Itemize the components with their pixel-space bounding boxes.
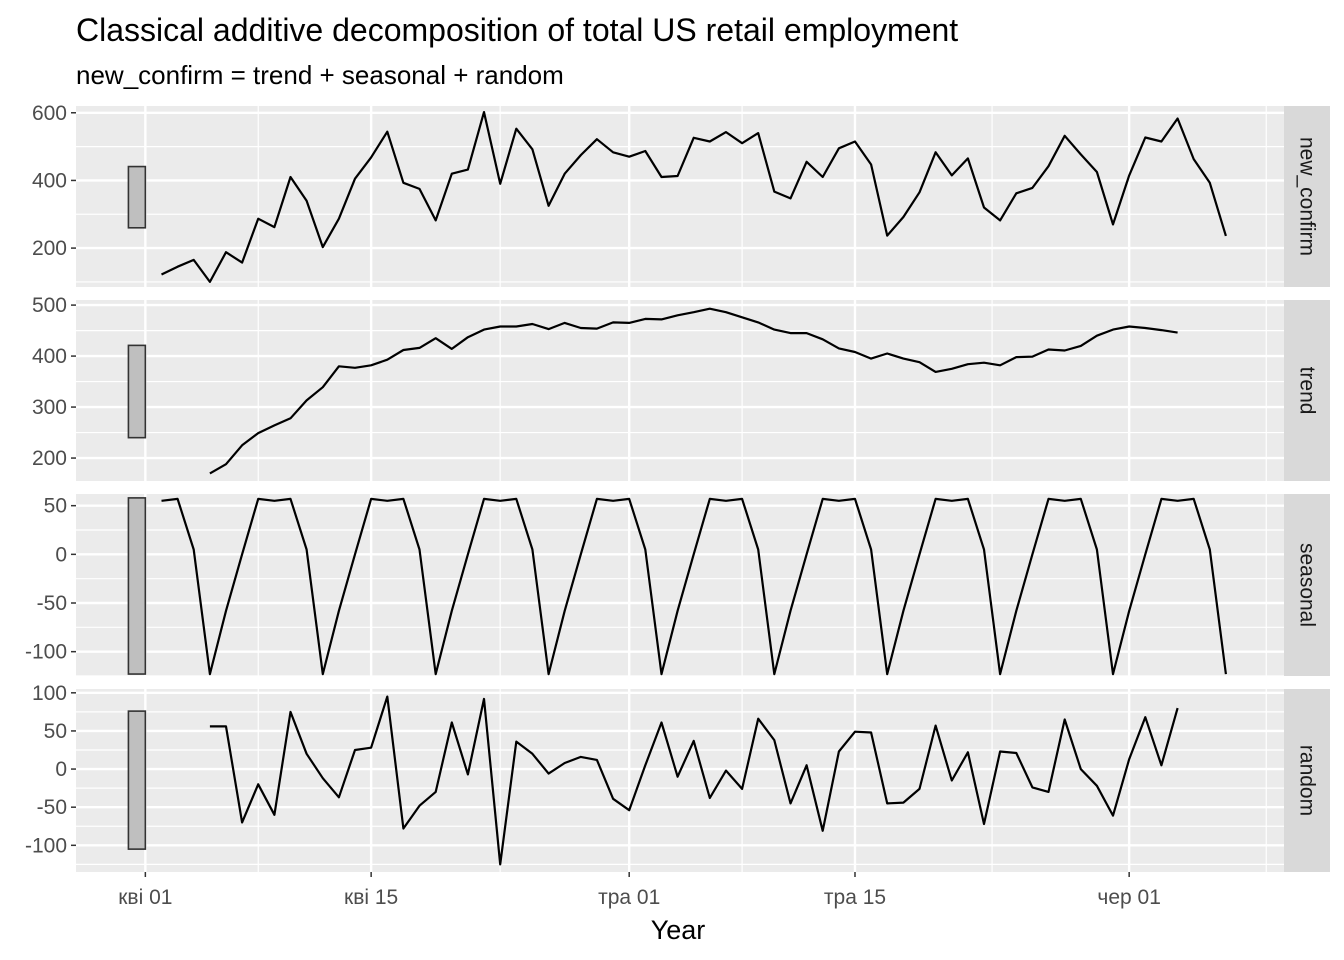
strip-background: [1284, 689, 1330, 872]
panel-new_confirm: 200 400 600 new_confirm: [32, 102, 1330, 287]
y-tick-label: 0: [55, 543, 67, 566]
strip-label-trend: trend: [1296, 367, 1319, 415]
panel-background: [76, 494, 1284, 676]
scale-bar: [127, 710, 147, 850]
minor-grid: [76, 494, 1284, 677]
panel-background: [76, 300, 1284, 481]
x-tick-label: кві 01: [118, 886, 172, 909]
y-tick-label: 50: [44, 495, 67, 518]
x-axis: кві 01 кві 15 тра 01 тра 15 чер 01: [118, 872, 1161, 909]
y-tick-label: -100: [25, 834, 67, 857]
y-tick-label: 200: [32, 447, 67, 470]
series-line-trend: [209, 307, 1178, 475]
y-tick-label: 300: [32, 396, 67, 419]
panel-background: [76, 689, 1284, 872]
y-tick-label: 500: [32, 294, 67, 317]
major-grid: [76, 300, 1284, 481]
panel-seasonal: 50 0 -50 -100 seasonal: [25, 494, 1330, 677]
series-line-random: [209, 695, 1179, 866]
major-grid: [76, 106, 1284, 287]
chart-subtitle: new_confirm = trend + seasonal + random: [76, 60, 564, 90]
y-tick-label: -50: [37, 592, 67, 615]
y-tick-label: 200: [32, 237, 67, 260]
x-tick-label: тра 01: [598, 886, 660, 909]
scale-bar: [127, 165, 147, 229]
strip-label-random: random: [1296, 745, 1319, 816]
minor-grid: [76, 106, 1284, 287]
y-tick-label: -100: [25, 641, 67, 664]
strip-background: [1284, 106, 1330, 287]
minor-grid: [76, 689, 1284, 872]
y-tick-label: 100: [32, 682, 67, 705]
series-line-seasonal: [161, 497, 1227, 676]
y-tick-label: -50: [37, 796, 67, 819]
x-tick-label: чер 01: [1097, 886, 1161, 909]
minor-grid: [76, 300, 1284, 481]
panel-random: 100 50 0 -50 -100 random: [25, 682, 1330, 872]
y-tick-label: 50: [44, 720, 67, 743]
strip-background: [1284, 494, 1330, 676]
strip-background: [1284, 300, 1330, 481]
panel-trend: 200 300 400 500 trend: [32, 294, 1330, 481]
x-axis-title: Year: [651, 915, 706, 945]
y-tick-label: 0: [55, 758, 67, 781]
x-tick-label: тра 15: [824, 886, 886, 909]
y-tick-label: 400: [32, 169, 67, 192]
scale-bar: [127, 497, 147, 675]
strip-label-seasonal: seasonal: [1296, 543, 1319, 627]
major-grid: [76, 689, 1284, 872]
y-tick-label: 400: [32, 345, 67, 368]
strip-label-new_confirm: new_confirm: [1296, 137, 1319, 256]
y-tick-label: 600: [32, 102, 67, 125]
chart-title: Classical additive decomposition of tota…: [76, 12, 958, 48]
x-tick-label: кві 15: [344, 886, 398, 909]
panel-background: [76, 106, 1284, 287]
series-line-new_confirm: [161, 111, 1227, 283]
scale-bar: [127, 344, 147, 439]
panels: 200400600new_confirm200300400500trend500…: [25, 102, 1330, 872]
